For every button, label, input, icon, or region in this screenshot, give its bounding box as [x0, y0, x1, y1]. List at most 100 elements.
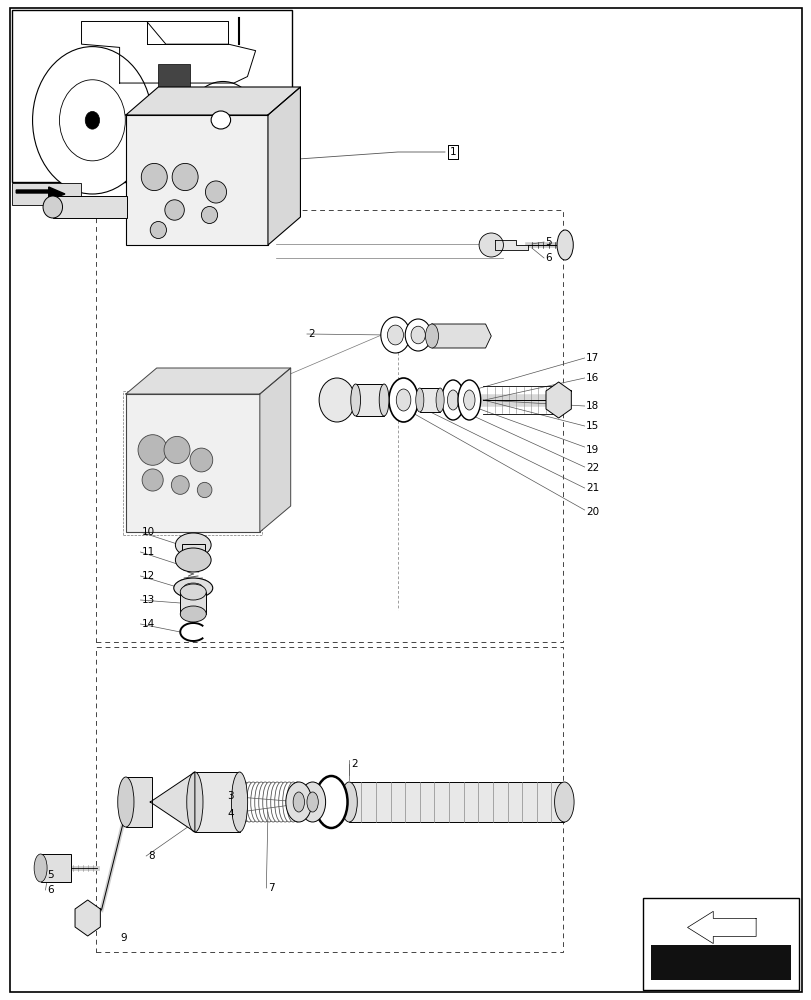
- Text: 2: 2: [308, 329, 315, 339]
- Ellipse shape: [478, 233, 503, 257]
- Ellipse shape: [387, 325, 403, 345]
- Bar: [41, 854, 71, 882]
- Bar: [126, 394, 260, 532]
- Ellipse shape: [247, 782, 260, 822]
- Circle shape: [185, 82, 261, 175]
- Text: 11: 11: [142, 547, 155, 557]
- Text: 5: 5: [47, 870, 54, 880]
- Bar: [419, 388, 440, 412]
- Circle shape: [85, 111, 100, 129]
- Circle shape: [59, 80, 125, 161]
- Ellipse shape: [290, 782, 303, 822]
- Ellipse shape: [242, 782, 255, 822]
- Ellipse shape: [293, 792, 304, 812]
- Text: 6: 6: [545, 253, 551, 263]
- Ellipse shape: [278, 782, 291, 822]
- Ellipse shape: [263, 782, 276, 822]
- Ellipse shape: [379, 384, 388, 416]
- Bar: [12, 183, 81, 205]
- Ellipse shape: [299, 782, 325, 822]
- Ellipse shape: [187, 772, 203, 832]
- Ellipse shape: [447, 390, 458, 410]
- Ellipse shape: [231, 772, 247, 832]
- Text: 16: 16: [586, 373, 599, 383]
- Bar: [195, 772, 239, 832]
- Bar: [349, 782, 564, 822]
- Ellipse shape: [282, 782, 295, 822]
- Ellipse shape: [350, 384, 360, 416]
- Ellipse shape: [286, 782, 299, 822]
- Polygon shape: [428, 324, 491, 348]
- Bar: [642, 898, 798, 990]
- Ellipse shape: [180, 584, 206, 600]
- Ellipse shape: [255, 782, 268, 822]
- Bar: [53, 196, 127, 218]
- Ellipse shape: [315, 776, 347, 828]
- Text: 13: 13: [142, 595, 155, 605]
- Text: 8: 8: [148, 851, 154, 861]
- Ellipse shape: [274, 782, 287, 822]
- Bar: [180, 592, 206, 614]
- Text: 6: 6: [47, 885, 54, 895]
- Ellipse shape: [380, 317, 410, 353]
- Ellipse shape: [141, 163, 167, 191]
- Polygon shape: [126, 368, 290, 394]
- Ellipse shape: [197, 482, 212, 498]
- Circle shape: [32, 47, 152, 194]
- Ellipse shape: [205, 181, 226, 203]
- Ellipse shape: [463, 390, 474, 410]
- Polygon shape: [545, 382, 571, 418]
- Text: 7: 7: [268, 883, 274, 893]
- Polygon shape: [687, 911, 755, 944]
- Text: 22: 22: [586, 463, 599, 473]
- Bar: [355, 384, 384, 416]
- Text: 21: 21: [586, 483, 599, 493]
- Ellipse shape: [43, 196, 62, 218]
- Ellipse shape: [138, 435, 167, 465]
- Ellipse shape: [164, 436, 190, 464]
- Ellipse shape: [175, 548, 211, 572]
- Ellipse shape: [425, 324, 438, 348]
- Ellipse shape: [266, 782, 279, 822]
- Ellipse shape: [457, 380, 480, 420]
- Ellipse shape: [388, 378, 418, 422]
- Polygon shape: [260, 368, 290, 532]
- Polygon shape: [16, 187, 65, 200]
- Ellipse shape: [171, 476, 189, 494]
- Ellipse shape: [319, 378, 354, 422]
- Text: 15: 15: [586, 421, 599, 431]
- Ellipse shape: [270, 782, 283, 822]
- Ellipse shape: [172, 163, 198, 191]
- Polygon shape: [268, 87, 300, 245]
- Ellipse shape: [441, 380, 464, 420]
- Bar: [182, 544, 204, 560]
- Polygon shape: [495, 240, 527, 250]
- Ellipse shape: [150, 222, 166, 238]
- Ellipse shape: [165, 200, 184, 220]
- Text: 9: 9: [120, 933, 127, 943]
- Ellipse shape: [175, 533, 211, 557]
- Text: 19: 19: [586, 445, 599, 455]
- Ellipse shape: [259, 782, 272, 822]
- Ellipse shape: [396, 389, 410, 411]
- Text: 14: 14: [142, 619, 155, 629]
- Ellipse shape: [436, 388, 444, 412]
- Bar: [123, 391, 262, 535]
- Ellipse shape: [34, 854, 47, 882]
- Bar: [157, 64, 190, 93]
- Ellipse shape: [190, 448, 212, 472]
- Ellipse shape: [554, 782, 573, 822]
- Circle shape: [202, 103, 243, 154]
- Bar: [650, 945, 790, 980]
- Bar: [126, 777, 152, 827]
- Ellipse shape: [415, 388, 423, 412]
- Text: 1: 1: [449, 147, 456, 157]
- Ellipse shape: [174, 578, 212, 598]
- Bar: [12, 10, 292, 182]
- Polygon shape: [75, 900, 101, 936]
- Text: 4: 4: [227, 809, 234, 819]
- Text: 3: 3: [227, 791, 234, 801]
- Text: 5: 5: [545, 237, 551, 247]
- Text: 1: 1: [449, 147, 456, 157]
- Ellipse shape: [183, 583, 203, 593]
